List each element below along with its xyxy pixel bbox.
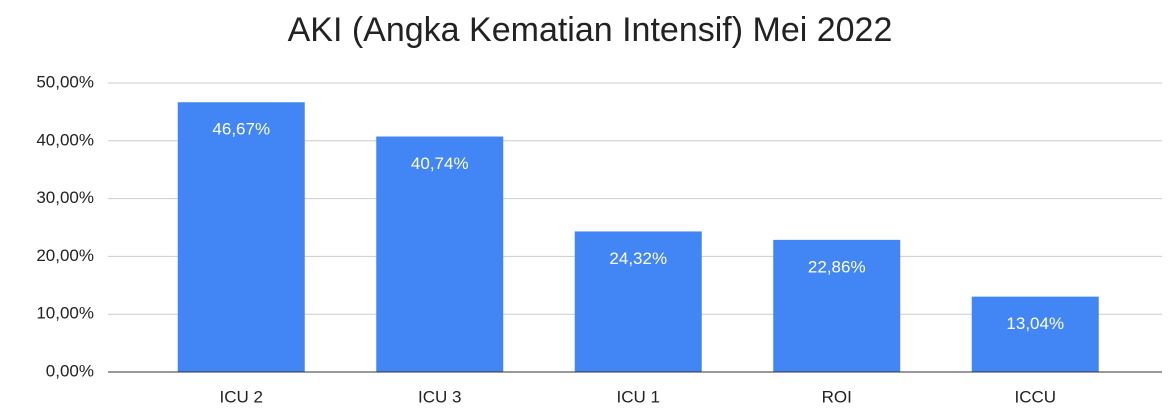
y-tick-label: 30,00% [36, 188, 94, 207]
chart-title: AKI (Angka Kematian Intensif) Mei 2022 [288, 11, 893, 49]
bar [574, 231, 702, 372]
y-tick-label: 40,00% [36, 130, 94, 149]
y-tick-label: 20,00% [36, 246, 94, 265]
y-tick-label: 10,00% [36, 304, 94, 323]
bar [773, 239, 901, 372]
y-tick-label: 0,00% [46, 361, 94, 380]
x-tick-label: ICCU [1014, 387, 1056, 406]
bar [177, 102, 305, 372]
x-tick-label: ICU 1 [617, 387, 660, 406]
y-tick-label: 50,00% [36, 72, 94, 91]
x-tick-label: ICU 3 [418, 387, 461, 406]
x-tick-label: ICU 2 [220, 387, 263, 406]
data-label: 13,04% [1006, 314, 1064, 333]
data-label: 22,86% [808, 257, 866, 276]
data-label: 24,32% [609, 249, 667, 268]
data-label: 46,67% [212, 120, 270, 139]
bar [376, 136, 504, 372]
bar [971, 296, 1099, 372]
data-label: 40,74% [411, 154, 469, 173]
x-tick-label: ROI [822, 387, 852, 406]
